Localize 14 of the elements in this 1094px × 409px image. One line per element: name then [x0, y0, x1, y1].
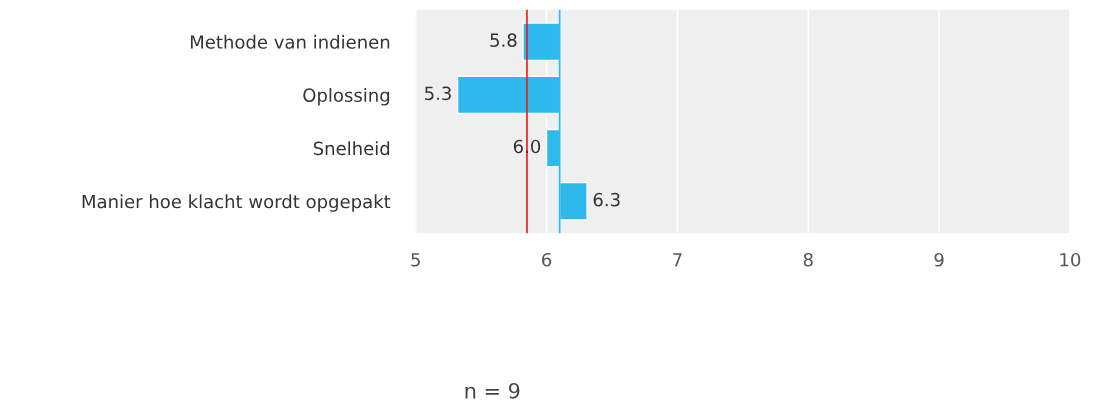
x-tick-label: 7: [673, 253, 682, 267]
x-tick-label: 8: [803, 252, 813, 267]
x-tick-label: 6: [542, 252, 552, 267]
y-tick-label: Oplossing: [303, 88, 390, 106]
data-label: 5.3: [425, 86, 451, 101]
x-tick-label: 10: [1060, 252, 1081, 267]
x-tick-label: 5: [411, 253, 420, 267]
data-label: 6.3: [593, 192, 620, 207]
y-tick-label: Manier hoe klacht wordt opgepakt: [82, 194, 391, 212]
text: n = 9: [465, 382, 520, 399]
data-label: 5.8: [490, 33, 517, 47]
x-tick-label: 9: [934, 252, 944, 267]
y-tick-label: Snelheid: [313, 141, 390, 156]
y-tick-label: Methode van indienen: [190, 34, 390, 49]
